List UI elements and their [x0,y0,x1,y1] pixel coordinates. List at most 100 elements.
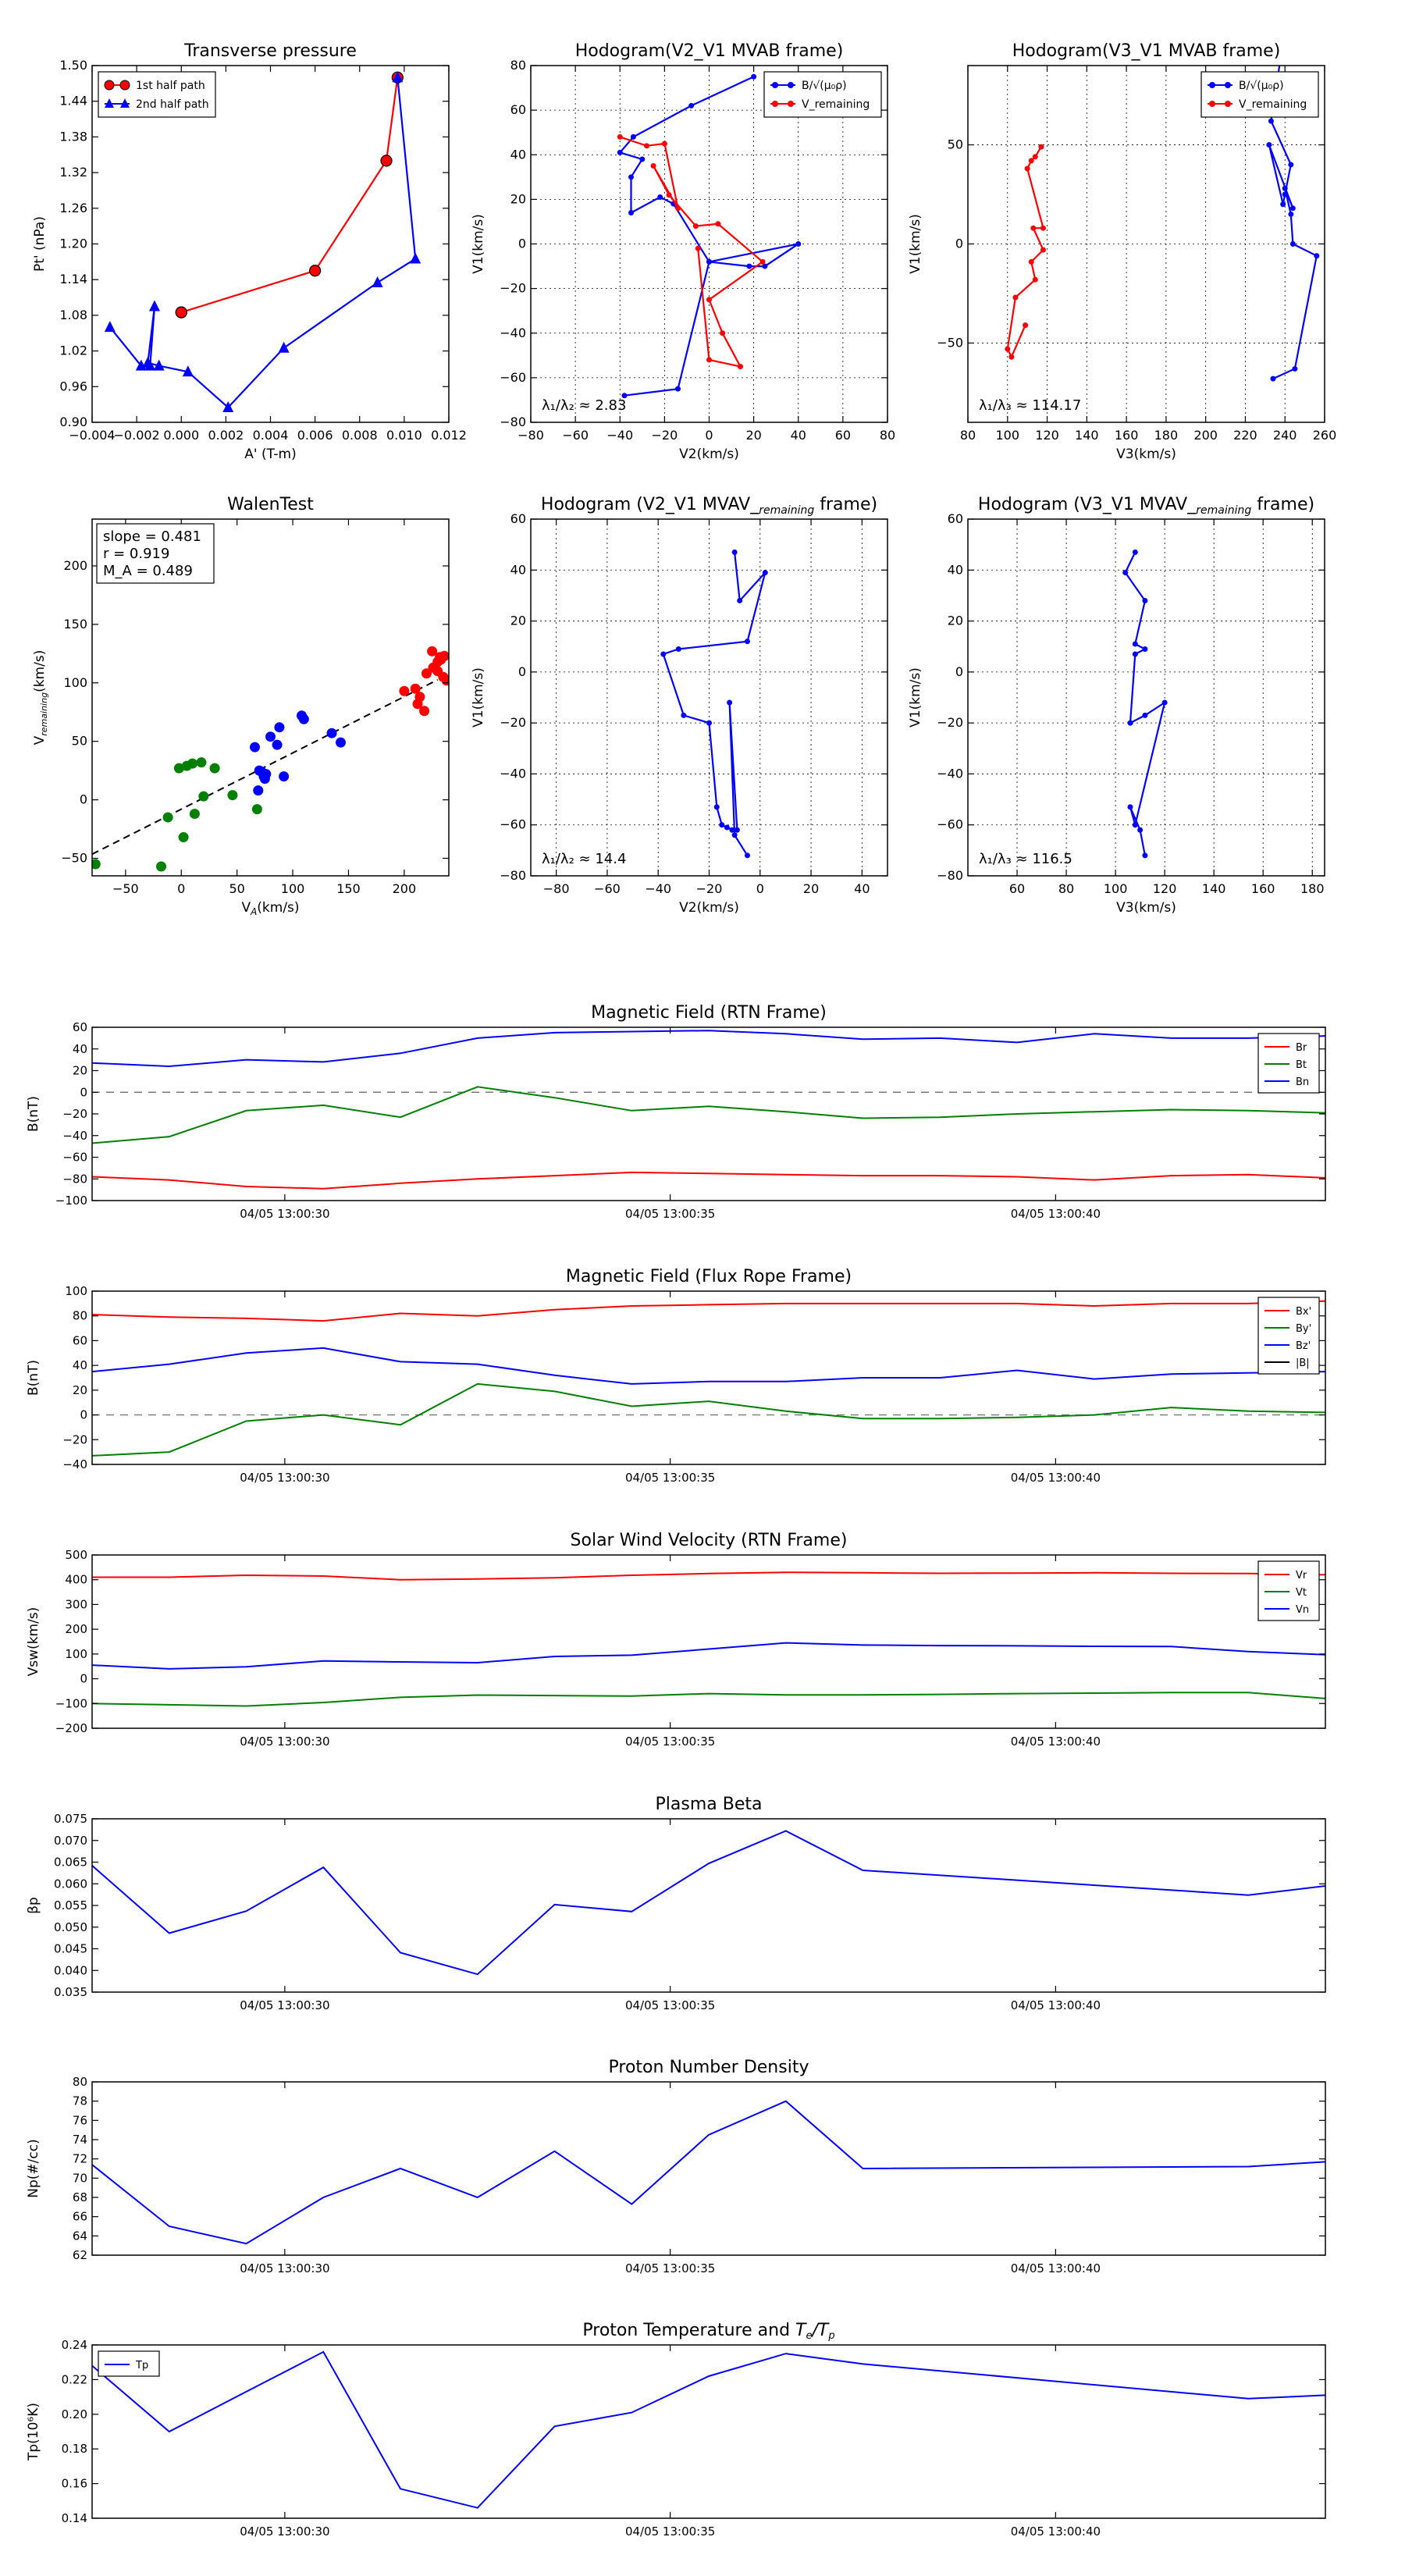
hodogram-v3v1-mvab-chart: Hodogram(V3_V1 MVAB frame) 80 100 120 140 160… [908,41,1336,462]
hodogram-v3v1-mvab-series-v-remaining-point [1038,144,1044,150]
hodogram-v2v1-mvab-series-b--point [630,133,636,140]
hodogram-v2v1-mvab-series-b--point [762,263,768,269]
walen-test-series-1-point [326,728,337,738]
plasma-beta-ytick-label: 0.050 [54,1920,87,1934]
hodogram-v2v1-mvav-xtick-label: −80 [543,881,570,896]
walen-test-series-0-point [189,809,200,820]
hodogram-v2v1-mvab-series-v-remaining-point [720,330,726,336]
hodogram-v3v1-mvab-series-v-remaining-point [1008,354,1015,360]
hodogram-v2v1-mvab-series-v-remaining-line [619,136,764,368]
proton-temperature-xtick-label: 04/05 13:00:40 [1011,2524,1101,2539]
solar-wind-velocity-chart: Solar Wind Velocity (RTN Frame) 04/05 13:… [26,1531,1326,1749]
hodogram-v3v1-mvab-series-v-remaining-point [1005,346,1011,352]
magnetic-field-rtn-xtick-label: 04/05 13:00:35 [625,1207,715,1221]
plasma-beta-title: Plasma Beta [656,1795,763,1814]
hodogram-v2v1-mvav-series-0-point [734,827,740,833]
solar-wind-velocity-legend-item-label: Vt [1296,1587,1307,1599]
solar-wind-velocity-ylabel: Vsw(km/s) [26,1607,41,1677]
hodogram-v3v1-mvav-xtick-label: 120 [1153,881,1177,896]
walen-test-xtick-label: 0 [177,881,185,896]
hodogram-v2v1-mvav-xtick-label: −40 [645,881,671,896]
hodogram-v2v1-mvav-xtick-label: 20 [803,881,819,896]
proton-number-density-ytick-label: 72 [73,2152,87,2166]
transverse-pressure-series-2nd-half-path-point [144,359,156,371]
hodogram-v2v1-mvab-xtick-label: −20 [651,428,678,443]
hodogram-v3v1-mvab-xtick-label: 200 [1193,428,1218,443]
walen-test-stats-line: M_A = 0.489 [103,563,193,579]
walen-test-series-2-point [439,650,449,661]
solar-wind-velocity-series-vt-line [92,1692,1325,1707]
hodogram-v3v1-mvab-xtick-label: 80 [960,428,976,443]
hodogram-v3v1-mvav-series-0-line [1124,551,1166,856]
hodogram-v2v1-mvab-xtick-label: −40 [606,428,633,443]
transverse-pressure-xtick-label: 0.010 [386,428,422,443]
proton-number-density-ytick-label: 70 [73,2171,87,2185]
hodogram-v3v1-mvav-ytick-label: −20 [937,715,963,730]
hodogram-v2v1-mvav-series-0-point [706,720,712,726]
hodogram-v2v1-mvab-legend-item-marker [788,101,794,107]
hodogram-v2v1-mvab-ytick-label: −80 [500,415,526,429]
hodogram-v2v1-mvav-ytick-label: 0 [518,664,526,679]
hodogram-v2v1-mvav-series-0-point [727,699,733,706]
hodogram-v2v1-mvav-xtick-label: 40 [854,881,870,896]
walen-test-series-2-point [414,692,425,703]
magnetic-field-rtn-ytick-label: 20 [73,1064,87,1078]
hodogram-v3v1-mvav-ylabel: V1(km/s) [908,667,923,728]
hodogram-v3v1-mvab-series-b--point [1314,253,1320,259]
transverse-pressure-series-1st-half-path-point [309,265,322,277]
hodogram-v2v1-mvab-series-v-remaining-point [666,192,672,198]
walen-test-series-0-point [227,790,238,801]
hodogram-v2v1-mvab-series-b--point [628,174,635,180]
hodogram-v2v1-mvab-series-b--point [746,263,752,269]
proton-number-density-ytick-label: 76 [73,2113,87,2127]
hodogram-v3v1-mvav-xlabel: V3(km/s) [1116,900,1176,916]
plasma-beta-ytick-label: 0.045 [54,1942,87,1956]
magnetic-field-rtn-ylabel: B(nT) [26,1096,41,1132]
walen-test-xtick-label: −50 [112,881,139,896]
proton-temperature-xtick-label: 04/05 13:00:30 [240,2524,329,2539]
hodogram-v3v1-mvab-series-v-remaining-point [1030,225,1037,231]
transverse-pressure-xtick-label: 0.006 [297,428,333,443]
hodogram-v2v1-mvav-ytick-label: −60 [500,817,526,832]
hodogram-v2v1-mvab-xlabel: V2(km/s) [679,447,739,462]
transverse-pressure-xtick-label: 0.008 [342,428,378,443]
hodogram-v3v1-mvav-series-0-point [1132,549,1138,555]
solar-wind-velocity-ytick-label: 500 [65,1548,87,1562]
hodogram-v3v1-mvav-axes-frame [967,518,1325,877]
walen-test-series-1-point [250,742,261,753]
magnetic-field-rtn-title: Magnetic Field (RTN Frame) [591,1003,827,1023]
hodogram-v3v1-mvab-series-v-remaining-point [1023,322,1029,329]
walen-test-ytick-label: 100 [63,675,87,690]
transverse-pressure-legend-item-marker [120,98,130,108]
walen-test-series-1-point [335,737,346,748]
hodogram-v3v1-mvav-xtick-label: 140 [1202,881,1226,896]
magnetic-field-rtn-legend-item-label: Br [1296,1042,1307,1054]
hodogram-v2v1-mvab-ytick-label: 40 [510,147,526,162]
walen-test-series-2-point [432,666,443,677]
transverse-pressure-legend-item-label: 2nd half path [136,98,209,111]
hodogram-v2v1-mvab-legend-item-label: B/√(μ₀ρ) [802,80,847,92]
walen-test-series-0-point [178,832,189,843]
hodogram-v2v1-mvab-legend-item-marker [788,82,794,88]
magnetic-field-rtn-chart: Magnetic Field (RTN Frame) 04/05 13:00:30… [26,1003,1326,1221]
transverse-pressure-legend-item-label: 1st half path [136,80,205,92]
magnetic-field-flux-rope-chart: Magnetic Field (Flux Rope Frame) 04/05 13… [26,1267,1326,1485]
solar-wind-velocity-ytick-label: 400 [65,1573,87,1587]
hodogram-v3v1-mvav-ytick-label: 60 [948,511,963,526]
hodogram-v2v1-mvav-ytick-label: 60 [510,511,526,526]
hodogram-v3v1-mvav-ytick-label: 40 [948,562,963,577]
transverse-pressure-ytick-label: 1.26 [59,201,87,215]
hodogram-v2v1-mvab-chart: Hodogram(V2_V1 MVAB frame) −80 −60 −40 −20 0 2… [471,41,895,462]
transverse-pressure-xlabel: A' (T-m) [244,447,297,462]
solar-wind-velocity-ytick-label: 100 [65,1647,87,1661]
magnetic-field-flux-rope-ytick-label: 80 [73,1309,87,1323]
magnetic-field-rtn-ytick-label: 40 [73,1042,87,1056]
transverse-pressure-series-2nd-half-path-point [104,321,116,333]
proton-number-density-chart: Proton Number Density 04/05 13:00:30 04/05… [26,2058,1326,2275]
walen-test-xtick-label: 200 [393,881,417,896]
plasma-beta-xtick-label: 04/05 13:00:30 [240,1998,329,2012]
hodogram-v3v1-mvab-xlabel: V3(km/s) [1116,447,1176,462]
plasma-beta-chart: Plasma Beta 04/05 13:00:30 04/05 13:00:35 0… [26,1795,1326,2012]
transverse-pressure-series-2nd-half-path-line [108,77,417,409]
hodogram-v3v1-mvab-legend-item-label: B/√(μ₀ρ) [1239,80,1284,92]
